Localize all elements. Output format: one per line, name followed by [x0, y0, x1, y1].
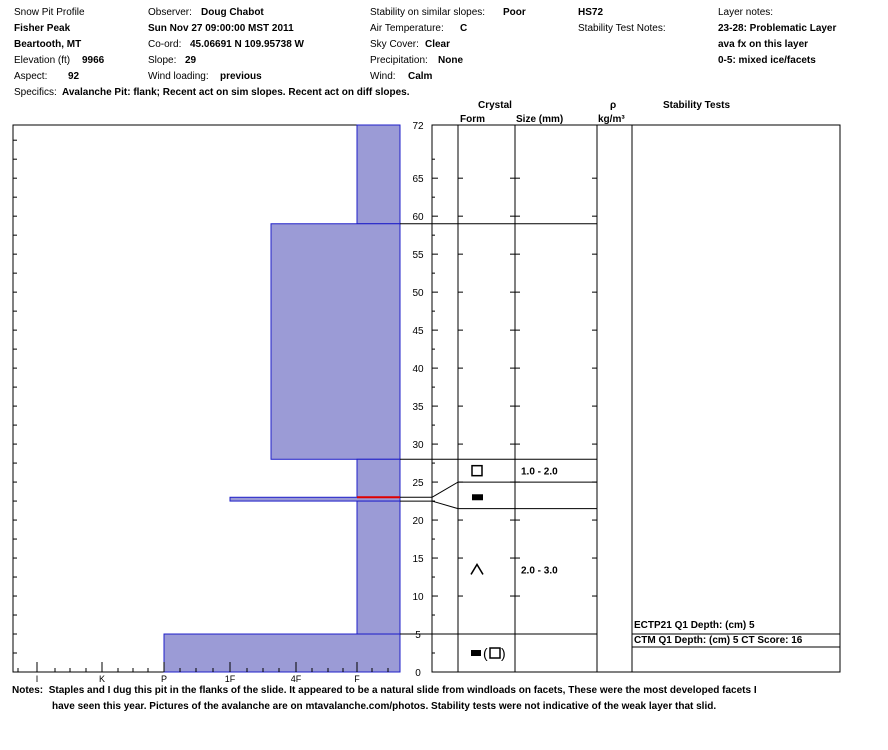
wind-value: Calm	[408, 71, 433, 82]
hardness-bar	[229, 496, 401, 502]
depth-tick-label: 35	[412, 402, 424, 413]
sky-value: Clear	[425, 39, 451, 50]
sky-label: Sky Cover:	[370, 39, 419, 50]
faceted-crystal-icon	[489, 647, 501, 659]
depth-tick-label: 50	[412, 288, 424, 299]
stability-test-result: CTM Q1 Depth: (cm) 5 CT Score: 16	[634, 635, 803, 646]
hardness-bar	[163, 633, 401, 673]
hardness-tick-label: F	[354, 674, 360, 684]
notes-line: have seen this year. Pictures of the ava…	[52, 701, 717, 712]
hardness-tick-label: 1F	[225, 674, 236, 684]
depth-tick-label: 65	[412, 174, 424, 185]
observer-label: Observer:	[148, 7, 192, 18]
depth-tick-label: 40	[412, 364, 424, 375]
paren-icon: )	[501, 645, 506, 661]
layer-boundary-line	[431, 481, 597, 498]
hardness-bar	[270, 223, 401, 460]
depth-tick-label: 55	[412, 250, 424, 261]
rho-header: ρ	[610, 100, 617, 111]
layer-boundary-line	[431, 500, 597, 510]
layer-note: 0-5: mixed ice/facets	[718, 55, 816, 66]
form-header: Form	[460, 114, 485, 125]
specifics-value: Avalanche Pit: flank; Recent act on sim …	[62, 87, 410, 98]
aspect-value: 92	[68, 71, 80, 82]
slope-value: 29	[185, 55, 197, 66]
hardness-tick-label: 4F	[291, 674, 302, 684]
hardness-bar	[356, 458, 401, 498]
crystal-size-label: 2.0 - 3.0	[521, 565, 558, 576]
paren-icon: (	[483, 645, 488, 661]
stability-value: Poor	[503, 7, 526, 18]
crystal-header: Crystal	[478, 100, 512, 111]
hardness-bar	[356, 124, 401, 225]
precip-value: None	[438, 55, 463, 66]
mixed-ice-icon	[471, 650, 481, 657]
hardness-bar	[356, 500, 401, 635]
hardness-tick-label: K	[99, 674, 105, 684]
depth-tick-label: 5	[415, 630, 421, 641]
depth-tick-label: 25	[412, 478, 424, 489]
stability-tests-header: Stability Tests	[663, 100, 731, 111]
profile-title: Snow Pit Profile	[14, 7, 85, 18]
density-unit-header: kg/m³	[598, 114, 625, 125]
depth-tick-label: 15	[412, 554, 424, 565]
observer-value: Doug Chabot	[201, 7, 264, 18]
layer-note: ava fx on this layer	[718, 39, 809, 50]
stability-label: Stability on similar slopes:	[370, 7, 486, 18]
hs-value: HS72	[578, 7, 604, 18]
depth-tick-label: 72	[412, 121, 424, 132]
hardness-tick-label: I	[36, 674, 39, 684]
size-header: Size (mm)	[516, 114, 564, 125]
layer-notes-label: Layer notes:	[718, 7, 774, 18]
elevation-value: 9966	[82, 55, 105, 66]
notes-line: Staples and I dug this pit in the flanks…	[48, 685, 757, 696]
depth-tick-label: 30	[412, 440, 424, 451]
slope-label: Slope:	[148, 55, 177, 66]
air-temp-label: Air Temperature:	[370, 23, 444, 34]
stability-notes-label: Stability Test Notes:	[578, 23, 666, 34]
specifics-label: Specifics:	[14, 87, 57, 98]
crystal-size-label: 1.0 - 2.0	[521, 467, 558, 478]
depth-hoar-icon	[470, 562, 484, 575]
notes: Notes: Staples and I dug this pit in the…	[12, 683, 872, 715]
depth-tick-label: 60	[412, 212, 424, 223]
hardness-tick-label: P	[161, 674, 167, 684]
table-frame	[431, 124, 841, 673]
wind-label: Wind:	[370, 71, 396, 82]
faceted-crystal-icon	[471, 464, 483, 477]
notes-label: Notes:	[12, 685, 44, 696]
coord-label: Co-ord:	[148, 39, 182, 50]
depth-tick-label: 0	[415, 668, 421, 679]
coord-value: 45.06691 N 109.95738 W	[190, 39, 304, 50]
precip-label: Precipitation:	[370, 55, 428, 66]
layer-note: 23-28: Problematic Layer	[718, 23, 837, 34]
depth-tick-label: 10	[412, 592, 424, 603]
ice-crystal-icon	[472, 494, 483, 501]
depth-tick-label: 45	[412, 326, 424, 337]
depth-tick-label: 20	[412, 516, 424, 527]
datetime: Sun Nov 27 09:00:00 MST 2011	[148, 23, 294, 34]
stability-test-result: ECTP21 Q1 Depth: (cm) 5	[634, 620, 755, 631]
air-temp-value: C	[460, 23, 468, 34]
elevation-label: Elevation (ft)	[14, 55, 71, 66]
wind-loading-label: Wind loading:	[148, 71, 209, 82]
location: Fisher Peak	[14, 23, 71, 34]
aspect-label: Aspect:	[14, 71, 48, 82]
wind-loading-value: previous	[220, 71, 262, 82]
range: Beartooth, MT	[14, 39, 82, 50]
